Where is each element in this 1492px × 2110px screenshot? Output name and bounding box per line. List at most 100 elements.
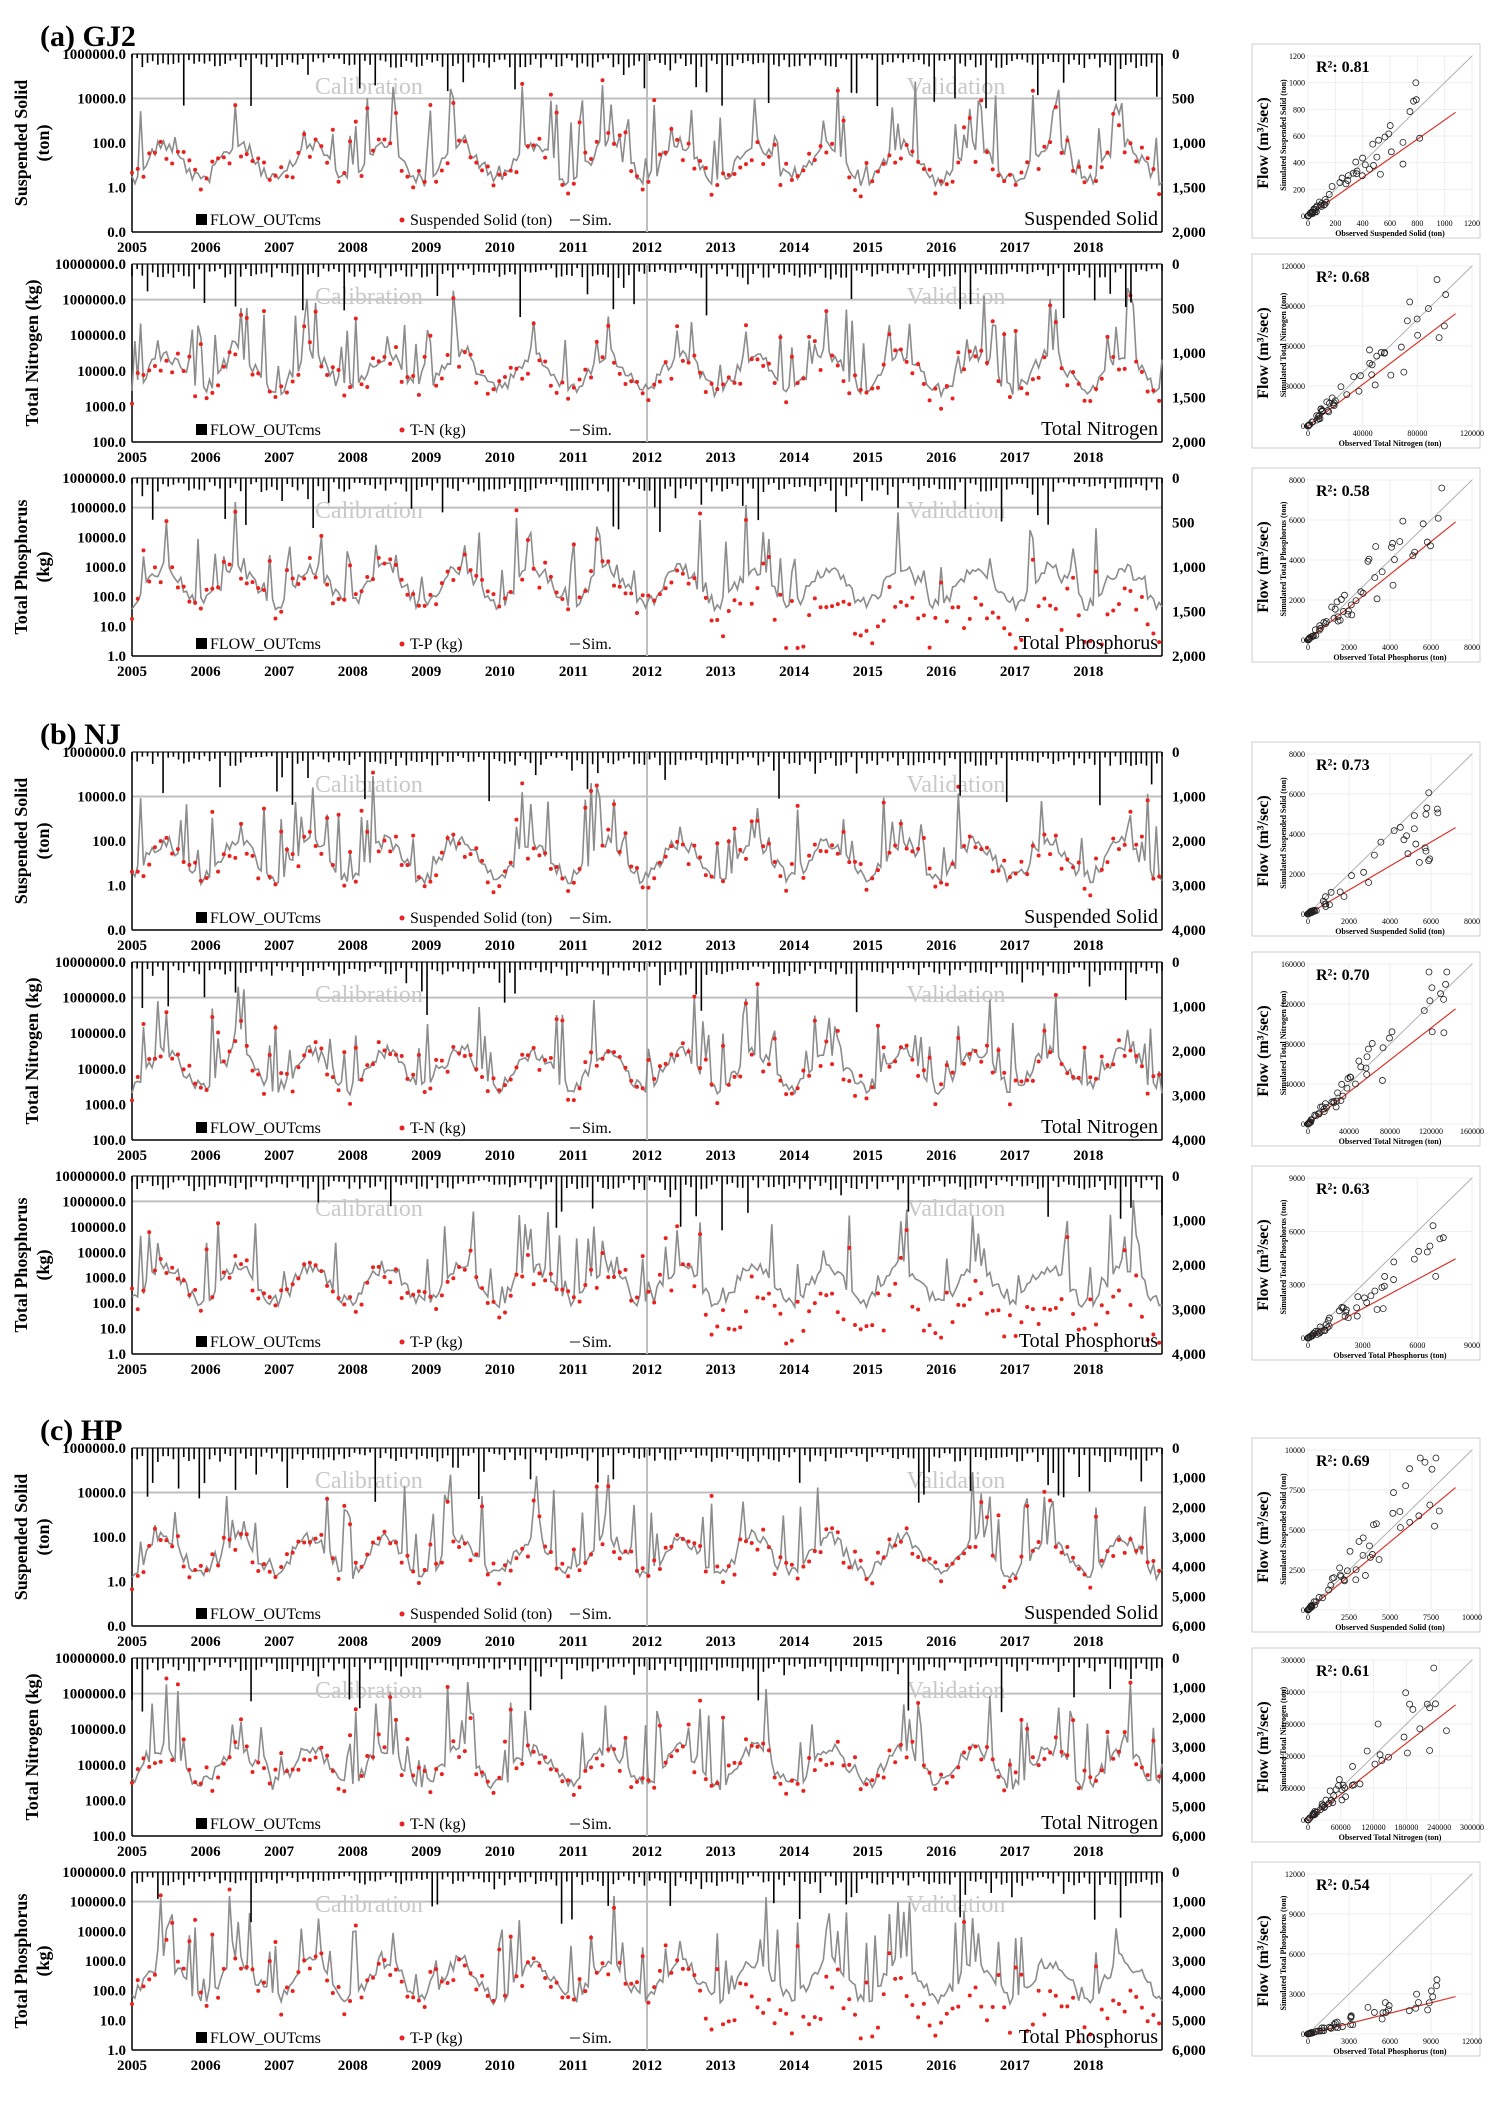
scatter-point xyxy=(1330,1574,1338,1582)
observed-point xyxy=(646,179,651,184)
x-tick-label: 2005 xyxy=(117,450,147,466)
observed-point xyxy=(130,869,134,874)
observed-point xyxy=(583,1060,588,1065)
observed-point xyxy=(439,376,444,381)
observed-point xyxy=(497,172,502,177)
legend-sim-label: Sim. xyxy=(582,910,612,927)
flow-tick-label: 3,000 xyxy=(1172,1530,1206,1546)
y-tick-label: 10000000.0 xyxy=(55,1651,126,1667)
observed-point xyxy=(439,581,444,586)
observed-point xyxy=(646,398,651,403)
observed-point xyxy=(348,385,353,390)
observed-point xyxy=(147,151,152,156)
observed-point xyxy=(875,385,880,390)
observed-point xyxy=(830,1985,835,1990)
observed-point xyxy=(330,127,335,132)
observed-point xyxy=(439,1979,444,1984)
observed-point xyxy=(371,356,376,361)
observed-point xyxy=(646,1057,651,1062)
observed-point xyxy=(428,1542,433,1547)
scatter-x-tick: 0 xyxy=(1306,1341,1310,1350)
observed-point xyxy=(560,597,565,602)
observed-point xyxy=(480,1286,485,1291)
observed-point xyxy=(187,158,192,163)
observed-point xyxy=(910,149,915,154)
observed-point xyxy=(830,1526,835,1531)
observed-point xyxy=(1088,1297,1093,1302)
observed-point xyxy=(801,168,806,173)
observed-point xyxy=(973,595,978,600)
scatter-point xyxy=(1347,601,1355,609)
time-series-row: Suspended Solid (ton)1000000.010000.0100.… xyxy=(11,43,1481,256)
observed-point xyxy=(847,860,852,865)
observed-point xyxy=(956,1036,961,1041)
scatter-point xyxy=(1304,2030,1312,2038)
scatter-point xyxy=(1357,372,1364,380)
observed-point xyxy=(789,599,794,604)
observed-point xyxy=(313,1755,318,1760)
observed-point xyxy=(1128,809,1133,814)
observed-point xyxy=(669,580,674,585)
observed-point xyxy=(933,1560,938,1565)
x-tick-label: 2011 xyxy=(559,664,588,680)
observed-point xyxy=(502,1993,507,1998)
x-tick-label: 2008 xyxy=(338,240,368,256)
observed-point xyxy=(916,1307,921,1312)
observed-point xyxy=(342,597,347,602)
scatter-point xyxy=(1330,399,1338,407)
observed-point xyxy=(548,92,553,97)
legend-observed-swatch xyxy=(399,1611,405,1617)
observed-point xyxy=(703,166,708,171)
scatter-flow-label: Flow (m³/sec) xyxy=(1255,97,1272,188)
scatter-point xyxy=(1425,789,1433,797)
observed-point xyxy=(1002,858,1007,863)
observed-point xyxy=(382,1275,387,1280)
observed-point xyxy=(1013,871,1018,876)
flow-tick-label: 5,000 xyxy=(1172,1589,1206,1605)
observed-point xyxy=(680,571,685,576)
scatter-point xyxy=(1315,1594,1323,1601)
scatter-point xyxy=(1310,907,1318,915)
observed-point xyxy=(399,1773,404,1778)
observed-point xyxy=(244,1043,249,1048)
observed-point xyxy=(170,1544,175,1549)
observed-point xyxy=(554,590,559,595)
scatter-point xyxy=(1337,383,1345,391)
y-tick-label: 100.0 xyxy=(92,136,126,152)
observed-point xyxy=(1134,1994,1139,1999)
observed-point xyxy=(376,1040,381,1045)
scatter-point xyxy=(1375,1556,1383,1563)
observed-point xyxy=(508,1568,513,1573)
observed-point xyxy=(841,1077,846,1082)
observed-point xyxy=(709,192,714,197)
observed-point xyxy=(623,831,628,836)
scatter-y-tick: 2000 xyxy=(1289,596,1305,605)
observed-point xyxy=(1030,843,1035,848)
observed-point xyxy=(457,1755,462,1760)
observed-point xyxy=(227,854,232,859)
observed-point xyxy=(921,835,926,840)
y-tick-label: 10.0 xyxy=(100,2013,126,2029)
scatter-frame xyxy=(1251,253,1481,449)
scatter-point xyxy=(1370,1521,1377,1529)
observed-point xyxy=(749,1994,754,1999)
observed-point xyxy=(1053,1544,1058,1549)
observed-point xyxy=(204,1247,209,1252)
scatter-point xyxy=(1371,1287,1379,1295)
observed-point xyxy=(589,1935,594,1940)
scatter-point xyxy=(1306,1119,1313,1127)
observed-point xyxy=(927,398,932,403)
observed-point xyxy=(548,1984,553,1989)
observed-point xyxy=(1002,332,1007,337)
observed-point xyxy=(606,559,611,564)
observed-point xyxy=(210,1552,215,1557)
observed-point xyxy=(1036,375,1041,380)
scatter-point xyxy=(1354,1293,1362,1301)
scatter-x-tick: 0 xyxy=(1306,2037,1310,2046)
observed-point xyxy=(382,561,387,566)
simulated-series-line xyxy=(131,1895,1163,2007)
observed-point xyxy=(439,1772,444,1777)
observed-point xyxy=(715,1967,720,1972)
observed-point xyxy=(1019,859,1024,864)
observed-point xyxy=(864,1096,869,1101)
